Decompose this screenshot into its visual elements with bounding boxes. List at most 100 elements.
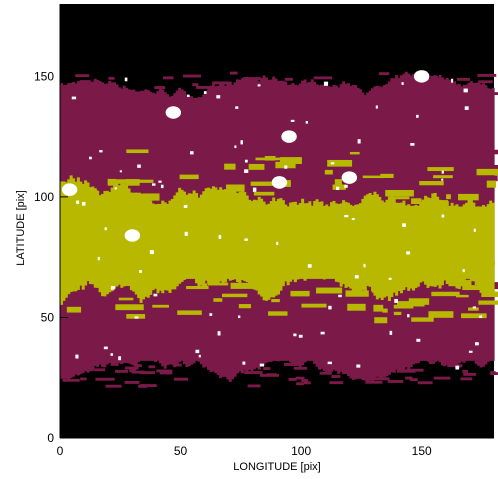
mid-intensity-column bbox=[211, 186, 215, 284]
low-intensity-patch bbox=[198, 296, 213, 302]
low-intensity-patch bbox=[329, 381, 344, 385]
low-intensity-patch bbox=[360, 95, 377, 98]
high-intensity-speck bbox=[110, 286, 115, 290]
low-intensity-patch bbox=[426, 170, 454, 175]
low-intensity-patch bbox=[284, 77, 293, 81]
low-intensity-patch bbox=[249, 84, 258, 88]
mid-intensity-patch bbox=[375, 260, 401, 263]
low-intensity-patch bbox=[353, 375, 360, 379]
mid-intensity-column bbox=[342, 200, 346, 284]
x-axis-ticks: 0 50 100 150 bbox=[57, 430, 432, 458]
mid-intensity-patch bbox=[275, 225, 298, 233]
mid-intensity-column bbox=[416, 206, 420, 287]
low-intensity-patch bbox=[333, 311, 349, 315]
low-intensity-patch bbox=[156, 369, 173, 373]
mid-intensity-patch bbox=[224, 163, 236, 170]
low-intensity-patch bbox=[149, 308, 164, 311]
mid-intensity-column bbox=[334, 203, 338, 282]
mid-intensity-patch bbox=[392, 196, 410, 200]
mid-intensity-patch bbox=[327, 159, 353, 167]
high-intensity-speck bbox=[394, 298, 398, 303]
high-intensity-speck bbox=[217, 331, 221, 336]
mid-intensity-column bbox=[327, 206, 331, 279]
mid-intensity-patch bbox=[186, 285, 209, 290]
mid-intensity-patch bbox=[287, 230, 299, 233]
mid-intensity-column bbox=[175, 192, 179, 287]
mid-intensity-patch bbox=[84, 190, 98, 196]
y-axis-ticks: 0 50 100 150 bbox=[34, 69, 68, 445]
low-intensity-patch bbox=[251, 86, 262, 90]
high-intensity-speck bbox=[401, 82, 404, 85]
mid-intensity-column bbox=[117, 185, 121, 284]
low-intensity-patch bbox=[376, 370, 388, 374]
low-intensity-patch bbox=[388, 99, 407, 103]
low-intensity-patch bbox=[241, 154, 266, 162]
mid-intensity-column bbox=[190, 193, 194, 279]
mid-intensity-patch bbox=[347, 303, 366, 311]
low-intensity-patch bbox=[106, 91, 121, 95]
low-intensity-patch bbox=[131, 370, 145, 374]
x-tick-label: 0 bbox=[57, 444, 64, 458]
high-intensity-speck bbox=[284, 165, 288, 169]
high-intensity-speck bbox=[336, 186, 340, 191]
mid-intensity-column bbox=[262, 201, 266, 301]
high-intensity-speck bbox=[234, 145, 237, 149]
low-intensity-patch bbox=[234, 292, 263, 297]
low-intensity-patch bbox=[62, 154, 87, 161]
mid-intensity-column bbox=[378, 196, 382, 298]
mid-intensity-column bbox=[469, 197, 473, 282]
mid-intensity-column bbox=[170, 198, 174, 290]
low-intensity-patch bbox=[228, 315, 244, 320]
mid-intensity-patch bbox=[290, 290, 310, 297]
low-intensity-patch bbox=[370, 377, 390, 381]
high-intensity-speck bbox=[110, 353, 113, 356]
y-axis-label: LATITUDE [pix] bbox=[15, 190, 27, 266]
low-intensity-patch bbox=[463, 99, 478, 103]
low-intensity-patch bbox=[436, 79, 446, 83]
mid-intensity-column bbox=[264, 204, 268, 301]
mid-intensity-patch bbox=[221, 253, 250, 261]
mid-intensity-patch bbox=[393, 311, 402, 316]
mid-intensity-column bbox=[163, 202, 167, 291]
low-intensity-patch bbox=[463, 372, 477, 376]
low-intensity-patch bbox=[493, 149, 498, 155]
low-intensity-patch bbox=[349, 193, 374, 198]
high-intensity-speck bbox=[119, 170, 122, 173]
low-intensity-patch bbox=[295, 376, 305, 380]
mid-intensity-column bbox=[491, 202, 495, 296]
mid-intensity-patch bbox=[66, 306, 82, 313]
mid-intensity-patch bbox=[174, 219, 190, 225]
low-intensity-patch bbox=[421, 99, 435, 103]
mid-intensity-column bbox=[134, 192, 138, 295]
mid-intensity-column bbox=[354, 204, 358, 294]
mid-intensity-patch bbox=[210, 225, 235, 230]
low-intensity-patch bbox=[452, 190, 461, 198]
mid-intensity-column bbox=[161, 200, 165, 294]
mid-intensity-column bbox=[132, 193, 136, 292]
mid-intensity-patch bbox=[318, 227, 335, 233]
low-intensity-patch bbox=[124, 380, 140, 384]
mid-intensity-column bbox=[445, 201, 449, 285]
low-intensity-patch bbox=[331, 375, 341, 378]
high-intensity-speck bbox=[406, 251, 411, 255]
mid-intensity-column bbox=[252, 199, 256, 290]
mid-intensity-column bbox=[436, 196, 440, 286]
mid-intensity-patch bbox=[363, 197, 370, 204]
low-intensity-patch bbox=[293, 366, 308, 370]
mid-intensity-column bbox=[486, 204, 490, 295]
high-intensity-blob bbox=[61, 183, 78, 196]
mid-intensity-column bbox=[67, 179, 71, 295]
high-intensity-layer bbox=[61, 70, 483, 370]
mid-intensity-patch bbox=[468, 307, 479, 311]
mid-intensity-patch bbox=[348, 214, 372, 221]
low-intensity-patch bbox=[428, 360, 436, 364]
low-intensity-patch bbox=[301, 379, 309, 383]
mid-intensity-column bbox=[98, 195, 102, 293]
low-intensity-patch bbox=[285, 281, 308, 288]
mid-intensity-column bbox=[69, 175, 73, 292]
mid-intensity-patch bbox=[362, 175, 384, 179]
mid-intensity-column bbox=[250, 201, 254, 286]
mid-intensity-patch bbox=[476, 168, 498, 176]
low-intensity-patch bbox=[229, 71, 238, 75]
low-intensity-patch bbox=[319, 371, 332, 375]
